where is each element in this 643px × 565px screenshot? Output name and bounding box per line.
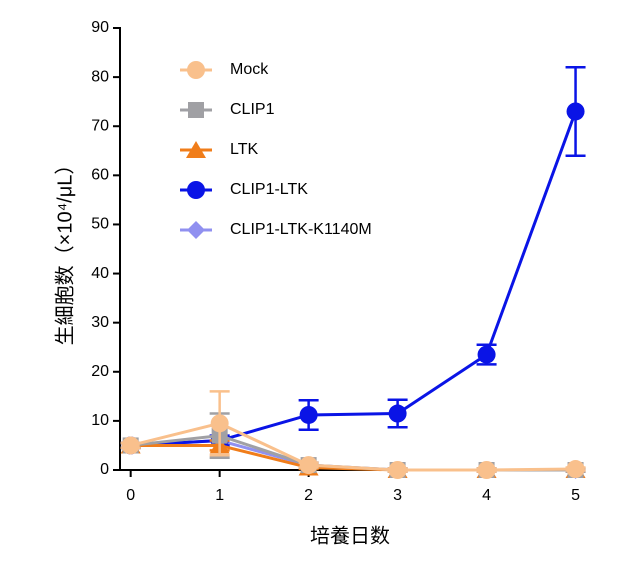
legend-marker	[186, 141, 206, 158]
point	[121, 436, 140, 455]
legend-marker	[187, 61, 205, 79]
point	[566, 460, 585, 479]
y-tick-label: 20	[91, 363, 109, 380]
y-tick-label: 0	[100, 461, 109, 478]
series-line	[130, 421, 576, 472]
point	[388, 404, 407, 423]
y-axis-label: 生細胞数（×10⁴/μL）	[53, 155, 76, 346]
x-tick-label: 0	[126, 487, 135, 504]
legend: Mock CLIP1 LTK CLIP1-LTK CLIP1-LTK-K1140M	[180, 61, 372, 239]
x-tick-label: 3	[393, 487, 402, 504]
legend-item: CLIP1-LTK-K1140M	[180, 221, 372, 239]
legend-item: LTK	[180, 141, 258, 158]
legend-marker	[187, 221, 205, 239]
legend-item: CLIP1-LTK	[180, 181, 308, 199]
y-tick-label: 70	[91, 117, 109, 134]
legend-item: CLIP1	[180, 101, 275, 118]
legend-marker	[187, 181, 205, 199]
legend-item: Mock	[180, 61, 269, 79]
legend-marker	[188, 102, 204, 118]
legend-label: CLIP1-LTK-K1140M	[230, 221, 372, 238]
y-tick-label: 10	[91, 412, 109, 429]
point	[566, 102, 585, 121]
point	[477, 345, 496, 364]
y-tick-label: 40	[91, 265, 109, 282]
point	[299, 456, 318, 475]
x-tick-label: 4	[482, 487, 491, 504]
series	[120, 390, 586, 479]
y-tick-label: 60	[91, 167, 109, 184]
series-line	[130, 110, 577, 447]
legend-label: LTK	[230, 141, 258, 158]
point	[299, 405, 318, 424]
x-tick-label: 2	[304, 487, 313, 504]
point	[388, 461, 407, 479]
x-tick-label: 5	[571, 487, 580, 504]
y-tick-label: 80	[91, 68, 109, 85]
legend-label: CLIP1	[230, 101, 275, 118]
y-tick-label: 30	[91, 314, 109, 331]
legend-label: Mock	[230, 61, 269, 78]
x-tick-label: 1	[215, 487, 224, 504]
point	[210, 414, 229, 433]
y-tick-label: 90	[91, 19, 109, 36]
series	[120, 66, 586, 455]
point	[477, 461, 496, 479]
x-axis-label: 培養日数	[310, 524, 390, 547]
legend-label: CLIP1-LTK	[230, 181, 308, 198]
y-tick-label: 50	[91, 216, 109, 233]
